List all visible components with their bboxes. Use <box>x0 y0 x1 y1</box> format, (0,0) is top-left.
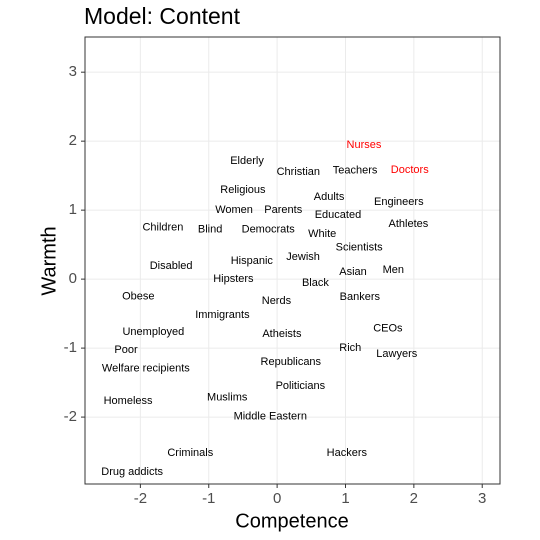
point-label: Hackers <box>327 447 368 459</box>
point-label: Immigrants <box>195 309 250 321</box>
x-tick-label: 2 <box>410 490 418 507</box>
y-tick-label: -2 <box>64 408 77 425</box>
point-label: Lawyers <box>376 348 417 360</box>
point-label: Elderly <box>230 155 264 167</box>
point-label: Children <box>142 221 183 233</box>
y-tick-label: 0 <box>69 270 77 287</box>
chart-title: Model: Content <box>84 3 241 29</box>
point-label: Blind <box>198 223 222 235</box>
point-label: Disabled <box>150 260 193 272</box>
point-label: Educated <box>315 209 361 221</box>
y-tick-label: 3 <box>69 63 77 80</box>
point-label: Unemployed <box>122 326 184 338</box>
point-label: Nerds <box>262 295 292 307</box>
point-label: CEOs <box>373 323 403 335</box>
point-label: Athletes <box>389 218 429 230</box>
point-label: Welfare recipients <box>102 363 190 375</box>
point-label: Black <box>302 277 329 289</box>
point-label: Politicians <box>276 380 326 392</box>
point-label: Scientists <box>336 241 384 253</box>
point-label: Men <box>383 264 404 276</box>
point-label: Doctors <box>391 164 429 176</box>
point-label: White <box>308 228 336 240</box>
point-label: Obese <box>122 290 154 302</box>
point-label: Homeless <box>104 395 153 407</box>
point-label: Adults <box>314 191 345 203</box>
y-tick-label: 1 <box>69 201 77 218</box>
x-axis-title: Competence <box>235 510 348 532</box>
x-tick-label: 3 <box>478 490 486 507</box>
point-label: Engineers <box>374 196 424 208</box>
point-label: Parents <box>264 204 302 216</box>
point-label: Women <box>215 204 253 216</box>
y-tick-label: 2 <box>69 132 77 149</box>
point-label: Christian <box>277 166 320 178</box>
point-label: Democrats <box>242 223 296 235</box>
point-label: Jewish <box>286 251 320 263</box>
x-tick-label: 0 <box>273 490 281 507</box>
point-label: Nurses <box>347 139 382 151</box>
point-label: Criminals <box>167 447 213 459</box>
point-label: Middle Eastern <box>234 410 307 422</box>
point-label: Atheists <box>262 328 302 340</box>
point-label: Rich <box>339 342 361 354</box>
point-label: Muslims <box>207 392 248 404</box>
x-tick-label: -2 <box>134 490 147 507</box>
plot-border <box>84 36 501 485</box>
point-label: Poor <box>114 344 138 356</box>
x-tick-label: 1 <box>341 490 349 507</box>
point-label: Teachers <box>333 165 378 177</box>
point-label: Hispanic <box>231 255 274 267</box>
point-label: Drug addicts <box>101 466 163 478</box>
point-label: Bankers <box>340 291 381 303</box>
y-axis-title: Warmth <box>38 226 60 295</box>
point-label: Asian <box>339 266 367 278</box>
x-tick-label: -1 <box>202 490 215 507</box>
y-tick-label: -1 <box>64 339 77 356</box>
point-label: Religious <box>220 184 266 196</box>
point-label: Republicans <box>261 356 322 368</box>
point-label: Hipsters <box>213 273 254 285</box>
